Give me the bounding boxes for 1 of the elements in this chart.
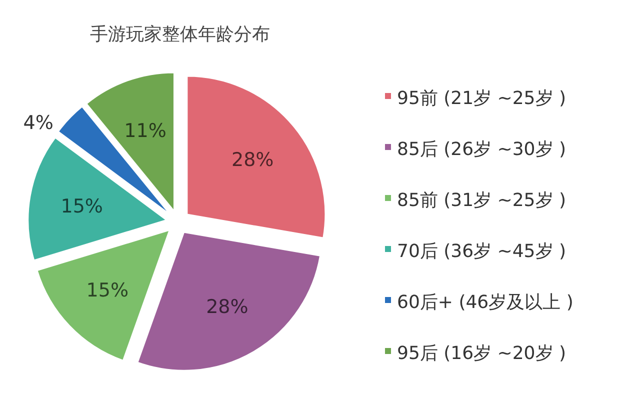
title: 手游玩家整体年龄分布 (90, 24, 270, 45)
